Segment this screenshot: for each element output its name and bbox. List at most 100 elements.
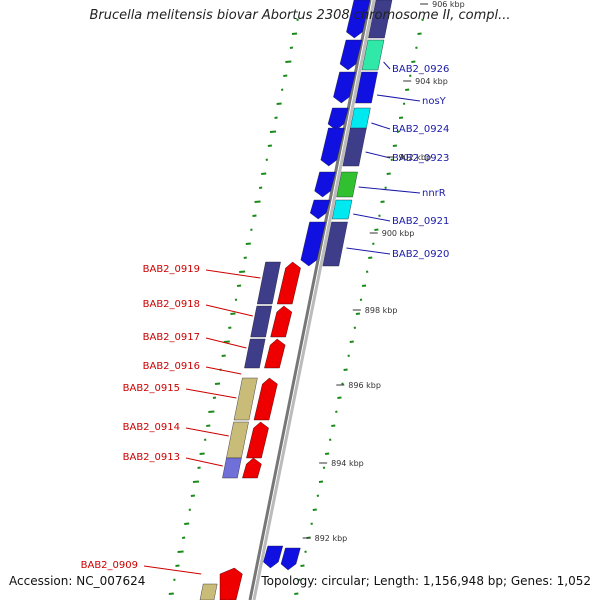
- gc-dot: [347, 354, 350, 357]
- scale-tick-label: 896 kbp: [348, 381, 381, 390]
- forward-gene-label: BAB2_0924: [392, 124, 449, 135]
- gc-dot: [349, 340, 354, 343]
- reverse-feature-block: [256, 261, 281, 305]
- gc-dot: [402, 102, 406, 105]
- gc-dot: [386, 172, 391, 175]
- forward-label-connector: [376, 94, 421, 102]
- forward-feature-block: [368, 0, 393, 39]
- gc-dot: [181, 536, 186, 539]
- gc-dot: [396, 130, 400, 133]
- gc-dot: [291, 32, 298, 35]
- gc-dot: [392, 144, 398, 147]
- gc-dot: [390, 158, 394, 161]
- reverse-feature-block: [244, 338, 266, 369]
- gc-dot: [359, 298, 363, 301]
- forward-gene-label: nnrR: [422, 188, 446, 199]
- gc-dot: [243, 256, 247, 259]
- forward-cds-arrow: [280, 547, 301, 571]
- reverse-cds-arrow: [264, 338, 286, 369]
- forward-feature-block: [342, 127, 367, 167]
- reverse-label-connector: [185, 427, 229, 437]
- gc-dot: [421, 18, 424, 21]
- forward-feature-block: [355, 71, 378, 104]
- scale-tick-label: 900 kbp: [382, 229, 415, 238]
- feature-track: [199, 0, 393, 600]
- reverse-label-connector: [205, 269, 261, 279]
- forward-feature-block: [336, 171, 358, 198]
- gc-dot: [175, 564, 180, 567]
- accession-text: Accession: NC_007624: [9, 574, 146, 588]
- gc-dot: [230, 312, 236, 315]
- reverse-label-connector: [185, 388, 237, 399]
- gc-dot: [411, 60, 416, 63]
- reverse-gene-label: BAB2_0916: [143, 361, 200, 372]
- forward-label-connector: [346, 247, 391, 255]
- reverse-feature-block: [222, 457, 242, 479]
- chromosome-backbone: [248, 0, 376, 600]
- reverse-cds-arrow: [270, 305, 293, 338]
- gc-dot: [203, 438, 207, 441]
- gc-dot: [267, 144, 273, 147]
- reverse-feature-block: [199, 583, 218, 600]
- gc-dot: [316, 494, 320, 497]
- map-title: Brucella melitensis biovar Abortus 2308 …: [89, 8, 511, 23]
- scale-tick-label: 892 kbp: [315, 534, 348, 543]
- reverse-label-connector: [205, 304, 253, 317]
- scale-tick-label: 906 kbp: [432, 0, 465, 9]
- gc-dot: [234, 298, 238, 301]
- reverse-label-connector: [185, 457, 223, 467]
- forward-gene-label: BAB2_0923: [392, 153, 449, 164]
- gc-dot: [372, 242, 375, 245]
- reverse-cds-arrow: [219, 567, 243, 600]
- forward-cds-arrow: [327, 107, 349, 131]
- reverse-cds-arrow: [242, 457, 262, 479]
- scale-tick-label: 904 kbp: [415, 77, 448, 86]
- gc-dot: [221, 354, 226, 357]
- gc-dot: [415, 46, 418, 49]
- gc-dot: [417, 32, 422, 35]
- gc-dot: [184, 522, 190, 525]
- gc-dot: [343, 368, 348, 371]
- gc-dot: [341, 382, 344, 385]
- gc-dot: [177, 550, 184, 553]
- gc-dot: [280, 88, 284, 91]
- gc-dot: [289, 46, 294, 49]
- gc-dot: [206, 424, 211, 427]
- reverse-cds-arrow: [253, 377, 278, 421]
- forward-cds-arrow: [309, 199, 331, 220]
- reverse-gene-label: BAB2_0914: [123, 422, 180, 433]
- forward-gene-label: nosY: [422, 96, 447, 107]
- reverse-label-connector: [205, 366, 242, 375]
- gc-dot: [188, 508, 192, 511]
- forward-gene-label: BAB2_0926: [392, 64, 449, 75]
- gc-dot: [398, 116, 404, 119]
- reverse-feature-block: [226, 421, 249, 459]
- gc-dot: [361, 284, 367, 287]
- gc-dot: [368, 256, 373, 259]
- forward-label-connector: [358, 186, 421, 194]
- gc-dot: [409, 74, 412, 77]
- gc-dot: [197, 466, 201, 469]
- forward-label-connector: [383, 61, 391, 70]
- gc-dot: [212, 396, 217, 399]
- forward-cds-arrow: [300, 221, 326, 267]
- gc-dot: [208, 410, 215, 413]
- forward-cds-arrow: [339, 39, 363, 71]
- forward-gene-label: BAB2_0920: [392, 249, 449, 260]
- forward-cds-arrow: [314, 171, 336, 198]
- gc-dot: [355, 312, 361, 315]
- reverse-label-connector: [205, 337, 247, 349]
- gc-dot: [168, 592, 174, 595]
- gc-dot: [378, 214, 381, 217]
- gene-labels: BAB2_0926 nosY BAB2_0924 BAB2_0923 nnrR BAB2_…: [81, 64, 450, 571]
- gc-dot: [365, 270, 369, 273]
- backbone-line: [248, 0, 372, 600]
- backbone-line-light: [252, 0, 376, 600]
- gc-dot: [236, 284, 242, 287]
- reverse-gene-label: BAB2_0909: [81, 560, 138, 571]
- forward-feature-block: [322, 221, 348, 267]
- gc-dot: [328, 438, 332, 441]
- gc-dot: [304, 550, 307, 553]
- gc-dot: [298, 578, 301, 581]
